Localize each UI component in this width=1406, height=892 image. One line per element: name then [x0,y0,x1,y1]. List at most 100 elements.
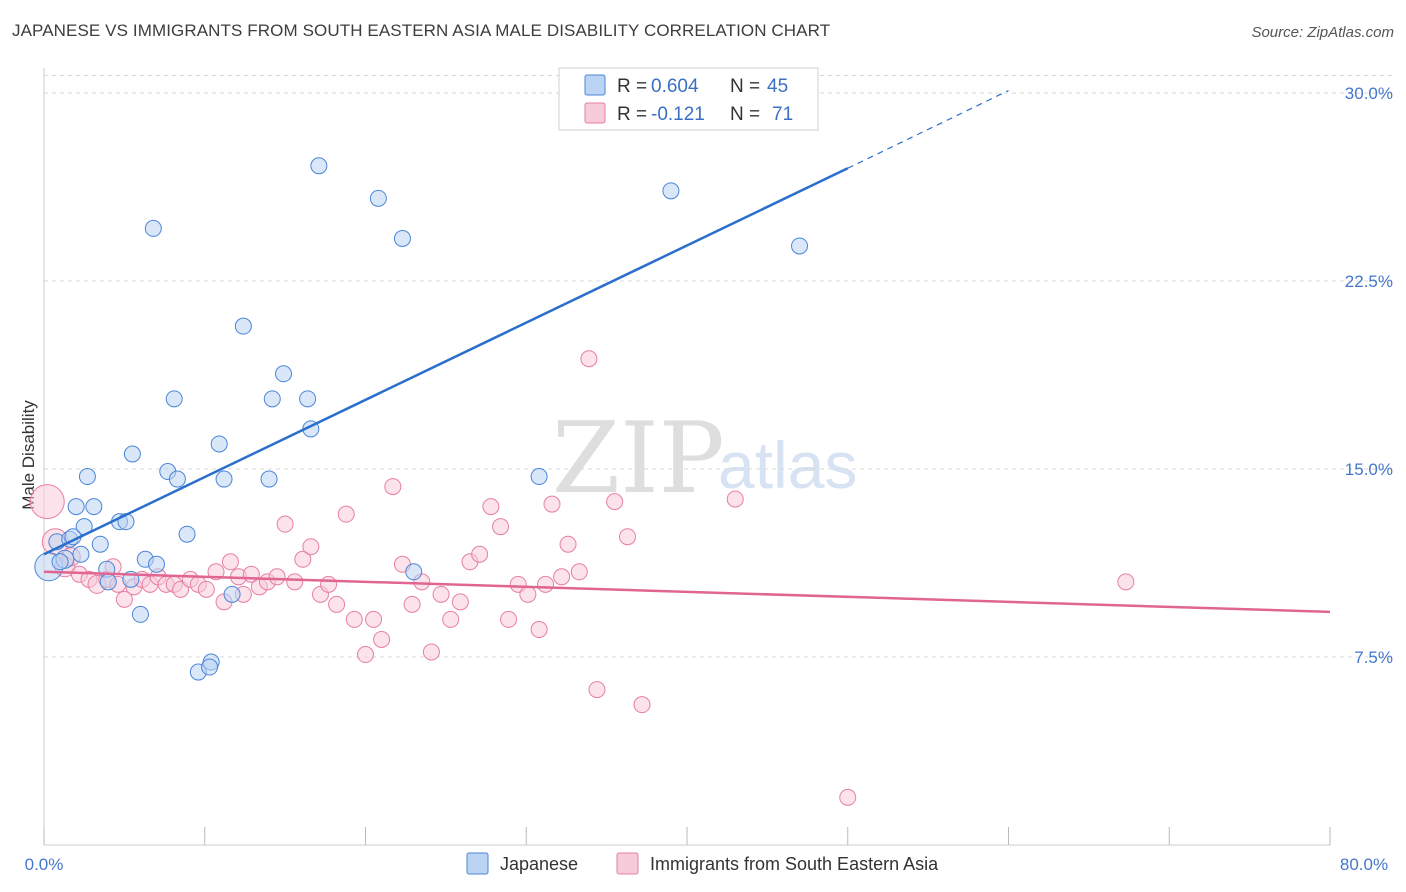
data-point-immigrants [365,610,383,628]
bottom-legend-label-japanese: Japanese [500,854,578,874]
data-point-japanese [275,365,293,383]
data-point-japanese [178,525,196,543]
data-point-japanese [51,553,69,571]
data-point-immigrants [500,610,518,628]
data-point-japanese [165,390,183,408]
data-point-japanese [260,470,278,488]
data-point-immigrants [606,493,624,511]
data-point-immigrants [294,550,312,568]
y-axis-label: Male Disability [19,400,38,510]
data-point-japanese [72,545,90,563]
watermark-atlas: atlas [718,428,857,502]
legend-r-value-1: 0.604 [651,76,699,97]
data-point-immigrants [537,575,555,593]
x-tick-label-max: 80.0% [1340,855,1388,874]
data-point-japanese [393,229,411,247]
data-point-immigrants [337,505,355,523]
data-point-immigrants [519,585,537,603]
trend-lines [43,90,1331,614]
correlation-legend: R = 0.604 N = 45 R = -0.121 N = 71 [558,67,819,131]
legend-r-value-2: -0.121 [651,104,705,125]
data-point-japanese [234,317,252,335]
trendline-japanese-extension [847,90,1009,169]
data-point-immigrants [570,563,588,581]
data-point-immigrants [580,350,598,368]
data-point-japanese [148,555,166,573]
data-point-japanese [662,182,680,200]
chart-title: JAPANESE VS IMMIGRANTS FROM SOUTH EASTER… [12,21,831,40]
data-point-immigrants [442,610,460,628]
data-point-japanese [85,498,103,516]
data-point-immigrants [492,518,510,536]
legend-n-label-1: N = [730,76,760,97]
data-point-immigrants [268,568,286,586]
bottom-legend-label-immigrants: Immigrants from South Eastern Asia [650,854,939,874]
data-point-immigrants [432,585,450,603]
data-point-immigrants [451,593,469,611]
legend-swatch-immigrants [584,102,606,124]
data-point-immigrants [530,620,548,638]
data-point-japanese [369,189,387,207]
legend-r-label-2: R = [617,104,647,125]
data-point-immigrants [559,535,577,553]
data-point-japanese [78,468,96,486]
data-point-immigrants [619,528,637,546]
data-point-japanese [168,470,186,488]
data-point-japanese [223,585,241,603]
data-point-japanese [530,468,548,486]
y-tick-labels: 7.5% 15.0% 22.5% 30.0% [1345,84,1393,667]
y-tick-label: 30.0% [1345,84,1393,103]
data-point-japanese [99,573,117,591]
data-point-japanese [67,498,85,516]
data-point-immigrants [482,498,500,516]
legend-n-label-2: N = [730,104,760,125]
data-point-japanese [310,157,328,175]
series-japanese-points [34,157,809,681]
data-point-immigrants [221,553,239,571]
series-immigrants-points [29,350,1135,806]
data-point-japanese [131,605,149,623]
data-point-immigrants [1117,573,1135,591]
data-point-immigrants [588,681,606,699]
x-tick-label-min: 0.0% [25,855,64,874]
data-point-japanese [210,435,228,453]
data-point-immigrants [320,575,338,593]
legend-n-value-2: 71 [772,104,793,125]
data-point-immigrants [197,580,215,598]
data-point-japanese [91,535,109,553]
data-point-immigrants [302,538,320,556]
x-ticks [43,827,1331,845]
series-legend: Japanese Immigrants from South Eastern A… [466,852,939,875]
data-point-japanese [123,445,141,463]
bottom-legend-swatch-japanese [466,852,489,875]
data-point-immigrants [726,490,744,508]
data-point-immigrants [839,788,857,806]
data-point-immigrants [29,484,65,520]
legend-n-value-1: 45 [767,76,788,97]
data-point-immigrants [543,495,561,513]
trendline-japanese [43,167,849,556]
data-point-japanese [263,390,281,408]
data-point-immigrants [276,515,294,533]
data-point-immigrants [286,573,304,591]
data-point-japanese [215,470,233,488]
data-point-immigrants [384,478,402,496]
data-point-immigrants [422,643,440,661]
data-point-immigrants [403,595,421,613]
data-point-immigrants [633,696,651,714]
data-point-japanese [405,563,423,581]
data-point-immigrants [357,646,374,664]
y-tick-label: 15.0% [1345,460,1393,479]
data-point-immigrants [115,590,133,608]
data-point-japanese [201,658,219,676]
data-point-immigrants [328,595,346,613]
bottom-legend-swatch-immigrants [616,852,639,875]
data-point-immigrants [471,545,489,563]
data-point-immigrants [345,610,363,628]
y-tick-label: 7.5% [1354,648,1393,667]
source-credit: Source: ZipAtlas.com [1251,24,1394,41]
data-point-immigrants [553,568,571,586]
legend-r-label-1: R = [617,76,647,97]
data-point-japanese [144,219,162,237]
